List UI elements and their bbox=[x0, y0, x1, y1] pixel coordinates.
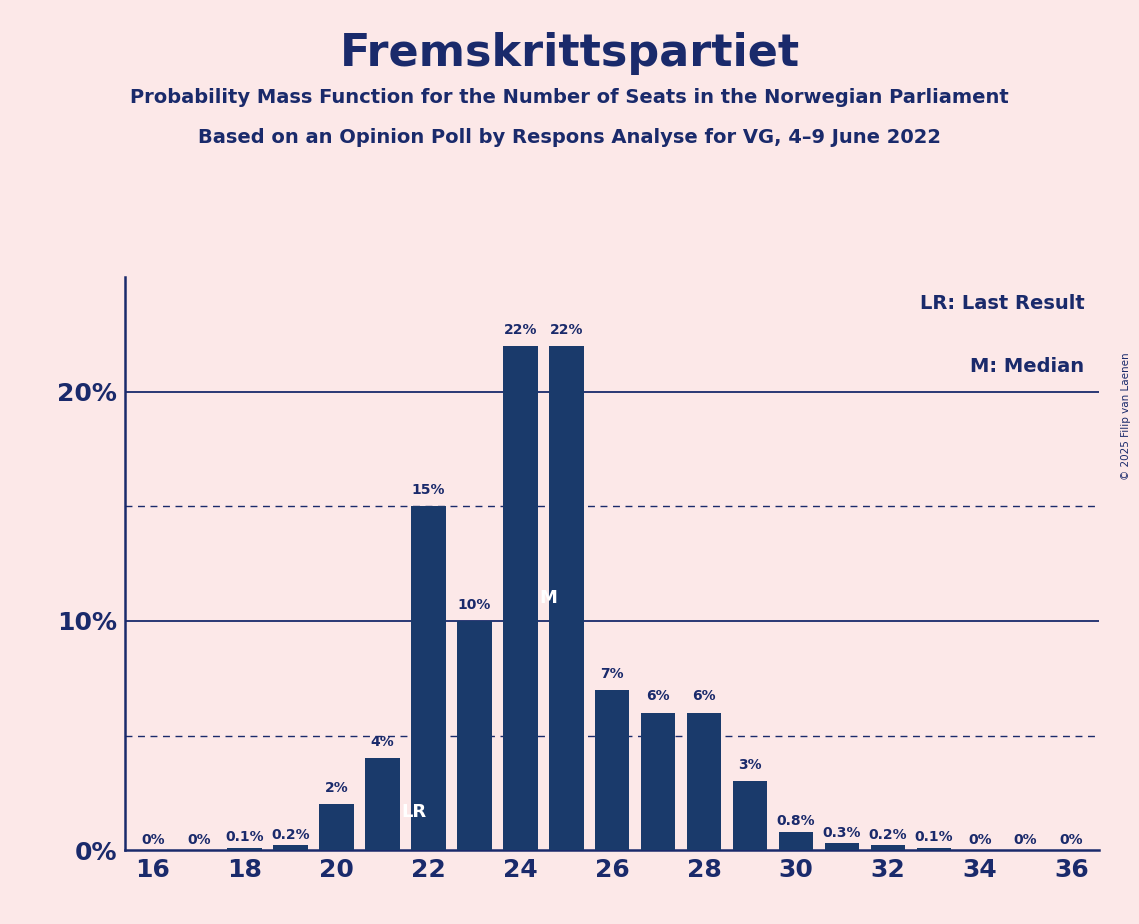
Text: 0%: 0% bbox=[187, 833, 211, 846]
Bar bbox=[503, 346, 538, 850]
Text: 0.1%: 0.1% bbox=[226, 831, 264, 845]
Text: 0%: 0% bbox=[1014, 833, 1038, 846]
Text: 0.2%: 0.2% bbox=[869, 828, 907, 842]
Text: 0%: 0% bbox=[968, 833, 992, 846]
Text: 0%: 0% bbox=[141, 833, 165, 846]
Bar bbox=[366, 759, 400, 850]
Bar bbox=[641, 712, 675, 850]
Bar bbox=[825, 844, 859, 850]
Text: 0%: 0% bbox=[1059, 833, 1083, 846]
Bar bbox=[732, 782, 768, 850]
Bar bbox=[411, 506, 445, 850]
Text: 6%: 6% bbox=[693, 689, 716, 703]
Text: © 2025 Filip van Laenen: © 2025 Filip van Laenen bbox=[1121, 352, 1131, 480]
Text: LR: LR bbox=[402, 803, 427, 821]
Text: 4%: 4% bbox=[370, 736, 394, 749]
Text: Fremskrittspartiet: Fremskrittspartiet bbox=[339, 32, 800, 76]
Bar bbox=[319, 804, 354, 850]
Text: 2%: 2% bbox=[325, 781, 349, 795]
Text: 0.1%: 0.1% bbox=[915, 831, 953, 845]
Text: 22%: 22% bbox=[503, 322, 538, 336]
Text: 10%: 10% bbox=[458, 598, 491, 612]
Bar bbox=[228, 848, 262, 850]
Text: 15%: 15% bbox=[411, 483, 445, 497]
Bar bbox=[595, 689, 630, 850]
Text: 3%: 3% bbox=[738, 759, 762, 772]
Text: 22%: 22% bbox=[549, 322, 583, 336]
Bar bbox=[870, 845, 906, 850]
Text: LR: Last Result: LR: Last Result bbox=[920, 295, 1084, 313]
Bar bbox=[549, 346, 583, 850]
Text: M: M bbox=[540, 589, 557, 607]
Bar bbox=[457, 621, 492, 850]
Text: M: Median: M: Median bbox=[970, 358, 1084, 376]
Bar bbox=[273, 845, 308, 850]
Bar bbox=[687, 712, 721, 850]
Bar bbox=[779, 832, 813, 850]
Text: Probability Mass Function for the Number of Seats in the Norwegian Parliament: Probability Mass Function for the Number… bbox=[130, 88, 1009, 107]
Text: 0.8%: 0.8% bbox=[777, 814, 816, 828]
Bar bbox=[917, 848, 951, 850]
Text: 0.2%: 0.2% bbox=[271, 828, 310, 842]
Text: 7%: 7% bbox=[600, 666, 624, 680]
Text: 0.3%: 0.3% bbox=[822, 826, 861, 840]
Text: 6%: 6% bbox=[646, 689, 670, 703]
Text: Based on an Opinion Poll by Respons Analyse for VG, 4–9 June 2022: Based on an Opinion Poll by Respons Anal… bbox=[198, 128, 941, 147]
